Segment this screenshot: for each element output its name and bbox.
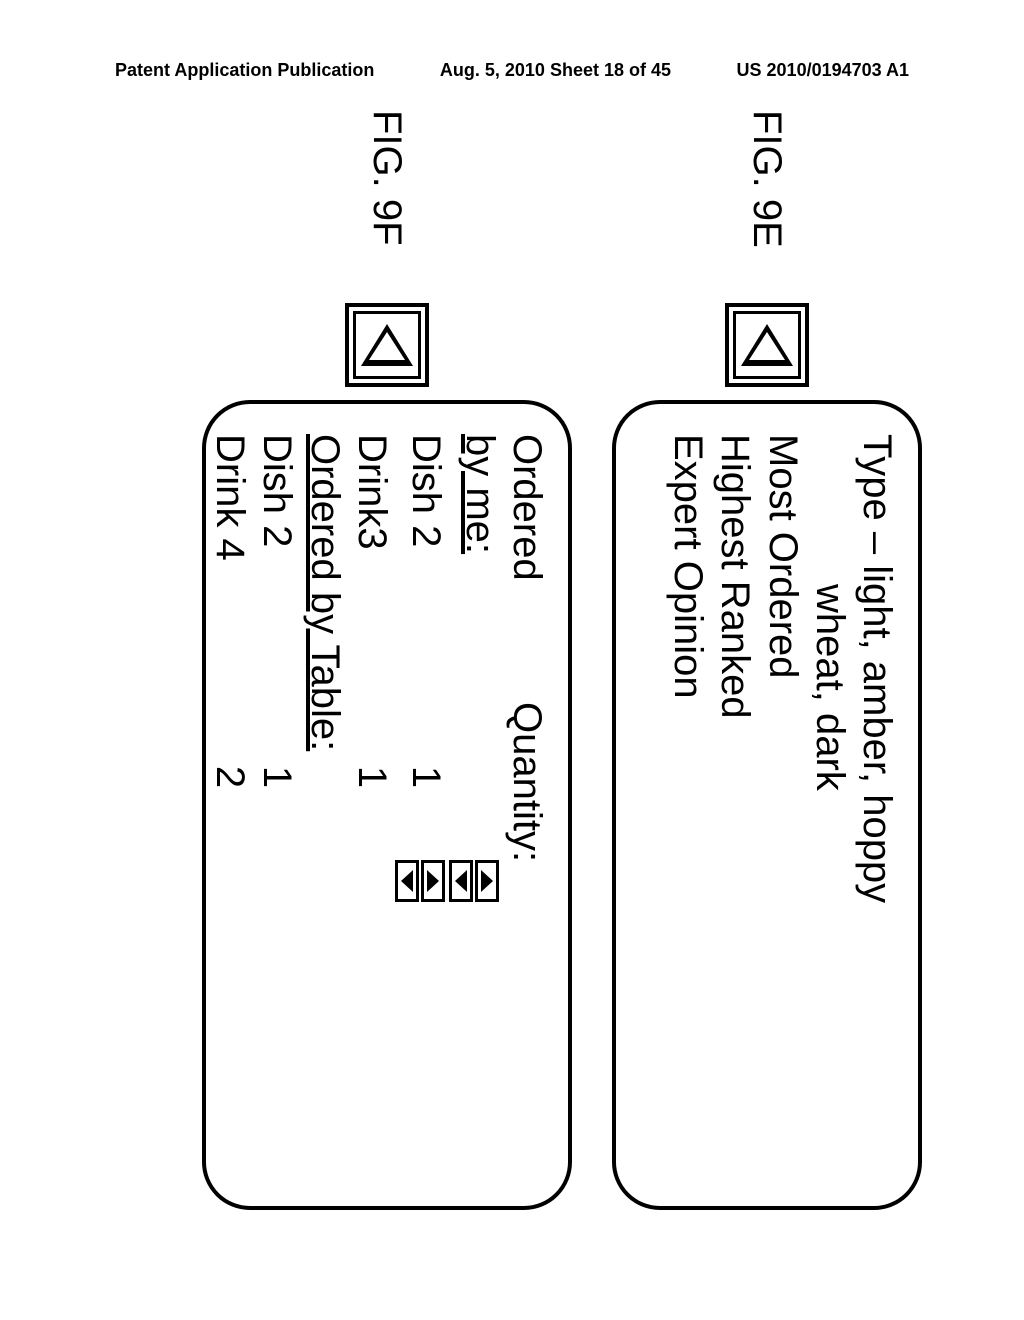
qty-up-button[interactable] xyxy=(475,860,499,902)
item2-qty: 1 xyxy=(348,702,395,852)
back-button-inner-icon xyxy=(353,311,421,379)
fig-9f-back-wrap xyxy=(345,290,429,400)
panel-9e-line1: Type – light, amber, hoppy xyxy=(853,434,900,1176)
qty-up-button[interactable] xyxy=(421,860,445,902)
page-header: Patent Application Publication Aug. 5, 2… xyxy=(0,60,1024,81)
quantity-head: Quantity: xyxy=(503,702,550,852)
fig-9e-row: FIG. 9E Type – light, amber, hoppy wheat… xyxy=(612,110,922,1210)
panel-9e-line3: Most Ordered xyxy=(758,434,805,1176)
by-me-label: by me: xyxy=(449,434,503,694)
item4-name: Drink 4 xyxy=(206,434,253,694)
back-triangle-icon xyxy=(741,324,793,366)
back-button-inner-icon xyxy=(733,311,801,379)
arrow-down-icon xyxy=(455,870,467,892)
panel-9e-line5: Expert Opinion xyxy=(664,434,711,1176)
arrow-group-2 xyxy=(395,860,449,980)
back-button-9e[interactable] xyxy=(725,303,809,387)
header-left: Patent Application Publication xyxy=(115,60,374,81)
arrow-spacer-2 xyxy=(348,860,395,980)
byme-spacer xyxy=(449,702,503,852)
fig-9f-label: FIG. 9F xyxy=(365,110,410,290)
back-button-9f[interactable] xyxy=(345,303,429,387)
qty-down-button[interactable] xyxy=(395,860,419,902)
arrow-spacer-4 xyxy=(206,860,253,980)
arrow-down-icon xyxy=(401,870,413,892)
item1-qty: 1 xyxy=(395,702,449,852)
panel-9e-line2: wheat, dark xyxy=(806,434,853,1176)
item2-name: Drink3 xyxy=(348,434,395,694)
fig-9f-row: FIG. 9F Ordered Quantity: by me: Dish 2 xyxy=(202,110,572,1210)
item4-qty: 2 xyxy=(206,702,253,852)
arrow-group-1 xyxy=(449,860,503,980)
arrow-spacer-3 xyxy=(253,860,300,980)
header-right: US 2010/0194703 A1 xyxy=(737,60,909,81)
back-triangle-icon xyxy=(361,324,413,366)
qty-down-button[interactable] xyxy=(449,860,473,902)
item3-qty: 1 xyxy=(253,702,300,852)
arrow-up-icon xyxy=(481,870,493,892)
arrow-head-spacer xyxy=(503,860,550,980)
bytable-spacer xyxy=(300,860,347,980)
panel-9f: Ordered Quantity: by me: Dish 2 1 Drink3… xyxy=(202,400,572,1210)
arrow-up-icon xyxy=(427,870,439,892)
item3-name: Dish 2 xyxy=(253,434,300,694)
item1-name: Dish 2 xyxy=(395,434,449,694)
header-center: Aug. 5, 2010 Sheet 18 of 45 xyxy=(440,60,671,81)
by-table-label: Ordered by Table: xyxy=(300,434,347,852)
order-grid: Ordered Quantity: by me: Dish 2 1 Drink3… xyxy=(206,434,550,1176)
panel-9e: Type – light, amber, hoppy wheat, dark M… xyxy=(612,400,922,1210)
fig-9e-label: FIG. 9E xyxy=(745,110,790,290)
rotated-content: FIG. 9E Type – light, amber, hoppy wheat… xyxy=(102,110,922,1210)
fig-9e-back-wrap xyxy=(725,290,809,400)
panel-9e-line4: Highest Ranked xyxy=(711,434,758,1176)
ordered-head: Ordered xyxy=(503,434,550,694)
